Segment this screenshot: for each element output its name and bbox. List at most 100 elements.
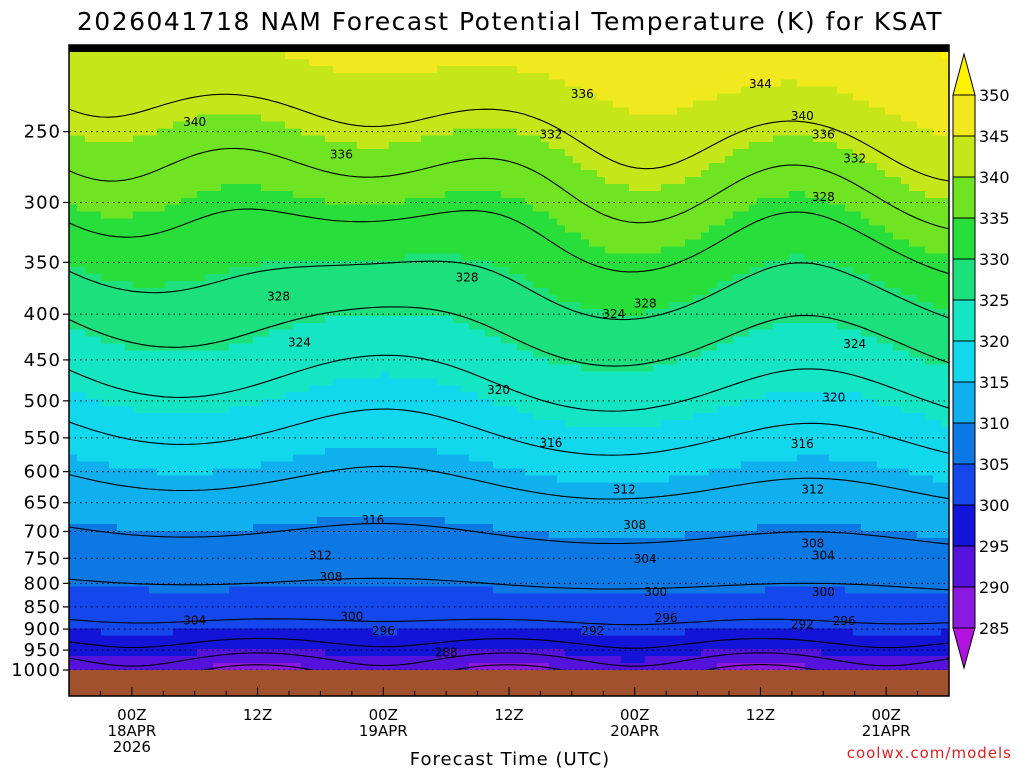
contour-label: 308 (801, 537, 824, 551)
x-tick-label: 18APR (107, 722, 156, 740)
contour-label: 312 (309, 549, 332, 563)
colorbar-segment (952, 135, 976, 178)
contour-label: 316 (361, 513, 384, 527)
colorbar-segment (952, 340, 976, 383)
contour-label: 300 (812, 585, 835, 599)
x-tick-label: 20APR (610, 722, 659, 740)
colorbar-tick-label: 340 (979, 168, 1010, 187)
contour-label: 336 (812, 128, 835, 142)
contour-label: 324 (602, 307, 625, 321)
contour-332 (69, 260, 949, 321)
y-tick-label: 1000 (11, 660, 61, 681)
contour-label: 296 (655, 611, 678, 625)
colorbar-tick-label: 310 (979, 414, 1010, 433)
contour-label: 296 (372, 624, 395, 638)
contour-label: 292 (791, 618, 814, 632)
chart-title: 2026041718 NAM Forecast Potential Temper… (77, 7, 943, 36)
colorbar-segment (952, 258, 976, 301)
y-tick-label: 850 (24, 597, 61, 618)
colorbar-tick-label: 335 (979, 209, 1010, 228)
colorbar-bottom-arrow (952, 627, 976, 670)
contour-label: 336 (330, 147, 353, 161)
contour-label: 328 (812, 190, 835, 204)
contour-324 (69, 354, 949, 412)
y-tick-label: 900 (24, 619, 61, 640)
colorbar-segment (952, 94, 976, 137)
contour-label: 304 (812, 549, 835, 563)
x-tick-label: 12Z (746, 706, 775, 724)
contour-label: 328 (456, 271, 479, 285)
contour-312 (69, 522, 949, 545)
colorbar-segment (952, 504, 976, 547)
y-tick-label: 350 (24, 252, 61, 273)
contour-label: 296 (833, 614, 856, 628)
x-tick-label: 12Z (494, 706, 523, 724)
colorbar-tick-label: 345 (979, 127, 1010, 146)
contour-label: 292 (581, 624, 604, 638)
y-tick-label: 950 (24, 640, 61, 661)
contour-308 (69, 577, 949, 591)
contour-label: 316 (791, 437, 814, 451)
contour-label: 324 (843, 337, 866, 351)
x-tick-label: 12Z (243, 706, 272, 724)
contour-label: 312 (801, 482, 824, 496)
y-tick-label: 600 (24, 462, 61, 483)
colorbar-tick-label: 305 (979, 455, 1010, 474)
contour-label: 288 (435, 646, 458, 660)
theta-fill (69, 45, 949, 670)
colorbar-tick-label: 350 (979, 86, 1010, 105)
colorbar-top-arrow (952, 52, 976, 96)
y-tick-label: 450 (24, 350, 61, 371)
colorbar-tick-label: 315 (979, 373, 1010, 392)
y-tick-label: 500 (24, 391, 61, 412)
contour-label: 340 (183, 115, 206, 129)
contour-label: 312 (613, 482, 636, 496)
x-tick-label: 00Z (620, 706, 649, 724)
credit-link[interactable]: coolwx.com/models (847, 744, 1012, 762)
contour-label: 340 (791, 109, 814, 123)
contour-320 (69, 408, 949, 456)
contour-label: 308 (623, 518, 646, 532)
contour-label: 300 (644, 585, 667, 599)
plot-area: 344 340 340 336 336 336 332 332 328 328 328 328 324 3… (69, 45, 949, 670)
colorbar-tick-label: 285 (979, 619, 1010, 638)
contour-304 (69, 618, 949, 626)
colorbar-segment (952, 299, 976, 342)
colorbar-tick-label: 300 (979, 496, 1010, 515)
contour-label: 328 (634, 296, 657, 310)
colorbar-tick-label: 325 (979, 291, 1010, 310)
contour-336 (69, 208, 949, 275)
x-axis-label: Forecast Time (UTC) (410, 749, 610, 768)
contour-labels: 344 340 340 336 336 336 332 332 328 328 328 328 324 3… (183, 77, 866, 660)
x-tick-label: 21APR (862, 722, 911, 740)
colorbar-segment (952, 217, 976, 260)
contour-label: 308 (319, 570, 342, 584)
contour-label: 304 (634, 552, 657, 566)
y-tick-label: 750 (24, 548, 61, 569)
colorbar-segment (952, 176, 976, 219)
contour-316 (69, 465, 949, 500)
y-tick-label: 250 (24, 122, 61, 143)
y-tick-label: 700 (24, 521, 61, 542)
y-tick-label: 650 (24, 493, 61, 514)
pressure-gridlines (69, 131, 949, 670)
y-tick-label: 400 (24, 304, 61, 325)
contour-label: 336 (571, 87, 594, 101)
y-tick-label: 800 (24, 573, 61, 594)
colorbar-tick-label: 290 (979, 578, 1010, 597)
contour-300 (69, 637, 949, 649)
y-axis: 2503003504004505005506006507007508008509… (11, 122, 69, 681)
contour-label: 324 (288, 335, 311, 349)
y-tick-label: 550 (24, 428, 61, 449)
colorbar-segment (952, 463, 976, 506)
colorbar-tick-label: 295 (979, 537, 1010, 556)
contour-label: 304 (183, 613, 206, 627)
x-tick-label: 00Z (117, 706, 146, 724)
x-tick-label: 00Z (369, 706, 398, 724)
x-tick-label: 2026 (113, 738, 151, 756)
colorbar-tick-label: 330 (979, 250, 1010, 269)
contour-296 (69, 652, 949, 667)
colorbar: 350 345 340 335 330 325 320 315 310 305 300 295 290 2… (952, 52, 1010, 670)
